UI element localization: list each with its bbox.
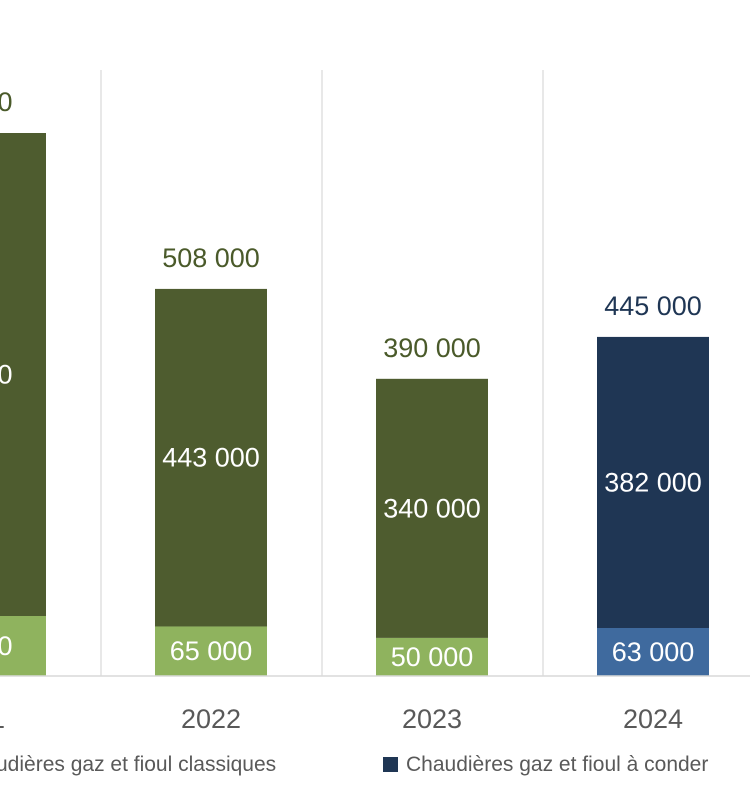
legend-swatch-condensation (383, 757, 398, 772)
bar-lower-2021 (0, 616, 46, 676)
bar-group (0, 133, 709, 676)
data-label-lower-2021: 000 (0, 631, 13, 661)
data-label-upper-2022: 443 000 (162, 443, 260, 473)
legend: udières gaz et fioul classiques Chaudièr… (0, 753, 750, 783)
legend-label-condensation: Chaudières gaz et fioul à conder (406, 753, 709, 776)
label-group: 000 000 000 21 65 000 443 000 508 000 2022 50 00… (0, 87, 702, 734)
data-label-upper-2024: 382 000 (604, 467, 702, 497)
x-tick-label-2022: 2022 (181, 704, 241, 734)
bar-lower-2022 (155, 626, 267, 676)
x-tick-label-2024: 2024 (623, 704, 683, 734)
data-label-upper-2021: 000 (0, 360, 13, 390)
data-label-lower-2022: 65 000 (170, 636, 253, 666)
gridline-group (100, 70, 544, 676)
bar-upper-2024 (597, 336, 709, 628)
data-label-lower-2023: 50 000 (391, 642, 474, 672)
bar-upper-2021 (0, 133, 46, 616)
x-tick-label-2023: 2023 (402, 704, 462, 734)
data-label-total-2022: 508 000 (162, 243, 260, 273)
data-label-upper-2023: 340 000 (383, 493, 481, 523)
legend-item-condensation: Chaudières gaz et fioul à conder (383, 753, 708, 777)
data-label-total-2021: 000 (0, 87, 13, 117)
x-tick-label-2021: 21 (0, 704, 5, 734)
data-label-lower-2024: 63 000 (612, 637, 695, 667)
data-label-total-2024: 445 000 (604, 291, 702, 321)
bar-upper-2022 (155, 288, 267, 627)
legend-label-classiques: udières gaz et fioul classiques (0, 753, 277, 776)
bar-lower-2024 (597, 627, 709, 676)
bar-lower-2023 (376, 637, 488, 676)
legend-item-classiques: udières gaz et fioul classiques (0, 753, 276, 777)
bar-upper-2023 (376, 378, 488, 638)
data-label-total-2023: 390 000 (383, 333, 481, 363)
